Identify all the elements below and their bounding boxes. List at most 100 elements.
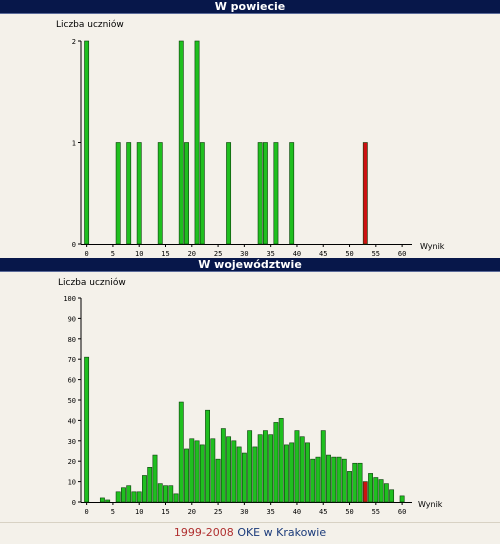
data-bar xyxy=(278,418,284,503)
data-bar xyxy=(289,442,295,503)
y-tick-label: 40 xyxy=(68,417,76,425)
data-bar xyxy=(257,142,263,245)
data-bar xyxy=(368,473,373,503)
y-tick-label: 80 xyxy=(68,336,76,344)
data-bar xyxy=(121,487,126,503)
data-bar xyxy=(257,434,263,503)
data-bar xyxy=(163,485,168,503)
y-tick-label: 2 xyxy=(72,38,76,46)
x-tick-label: 60 xyxy=(398,508,406,516)
x-tick-label: 55 xyxy=(372,508,380,516)
x-tick-label: 0 xyxy=(85,250,89,258)
data-bar xyxy=(305,442,310,503)
y-tick-label: 1 xyxy=(72,140,76,148)
data-bar xyxy=(373,477,379,503)
data-bar xyxy=(178,40,184,245)
y-tick-label: 10 xyxy=(68,479,76,487)
data-bar xyxy=(152,454,158,503)
data-bar xyxy=(389,489,395,503)
x-tick-label: 60 xyxy=(398,250,406,258)
data-bar xyxy=(252,446,258,503)
y-tick-label: 100 xyxy=(63,295,76,303)
y-axis-label: Liczba uczniów xyxy=(56,19,124,30)
x-tick-label: 5 xyxy=(111,250,115,258)
y-tick-label: 0 xyxy=(72,499,76,507)
data-bar xyxy=(320,430,326,503)
x-tick-label: 20 xyxy=(188,250,196,258)
chart-title-wojewodztwo: W województwie xyxy=(0,258,500,272)
data-bar xyxy=(210,438,216,503)
x-tick-label: 30 xyxy=(240,508,248,516)
x-tick-label: 30 xyxy=(240,250,248,258)
data-bar xyxy=(168,485,174,503)
x-tick-label: 25 xyxy=(214,508,222,516)
x-tick-label: 5 xyxy=(111,508,115,516)
data-bar xyxy=(136,491,142,503)
data-bar xyxy=(347,471,352,503)
data-bar xyxy=(378,479,384,503)
x-tick-label: 50 xyxy=(345,508,353,516)
data-bar xyxy=(157,483,163,503)
data-bar xyxy=(142,475,147,503)
y-tick-label: 20 xyxy=(68,458,76,466)
y-tick-label: 0 xyxy=(72,241,76,249)
data-bar xyxy=(194,40,200,245)
data-bar xyxy=(326,454,331,503)
data-bar xyxy=(173,493,179,503)
data-bar xyxy=(84,40,90,245)
data-bar xyxy=(262,142,268,245)
data-bar xyxy=(215,458,221,503)
data-bar xyxy=(273,422,279,503)
data-bar xyxy=(226,436,232,503)
data-bar xyxy=(189,438,195,503)
data-bar xyxy=(99,497,105,503)
data-bar xyxy=(105,499,111,503)
data-bar xyxy=(147,467,153,503)
x-axis-label: Wynik xyxy=(420,242,445,251)
data-bar xyxy=(289,142,295,245)
data-bar xyxy=(205,409,210,503)
x-tick-label: 10 xyxy=(135,508,143,516)
data-bar xyxy=(341,458,347,503)
x-tick-label: 0 xyxy=(85,508,89,516)
data-bar xyxy=(310,458,316,503)
y-tick-label: 60 xyxy=(68,377,76,385)
wojewodztwo-chart: 0 10 20 30 40 50 60 70 80 90 100 0 5 10 15 20 25 30 35 40 45… xyxy=(58,277,443,516)
footer-years: 1999-2008 xyxy=(173,526,234,539)
x-tick-label: 15 xyxy=(161,250,169,258)
data-bar xyxy=(294,430,300,503)
data-bar xyxy=(268,434,274,503)
data-bar xyxy=(299,436,305,503)
x-axis-label: Wynik xyxy=(418,500,443,509)
data-bar xyxy=(178,401,184,503)
y-tick-label: 90 xyxy=(68,315,76,323)
data-bar xyxy=(383,483,389,503)
data-bar xyxy=(247,430,253,503)
data-bar xyxy=(115,491,121,503)
x-tick-label: 55 xyxy=(372,250,380,258)
y-axis-label: Liczba uczniów xyxy=(58,277,126,288)
data-bar xyxy=(84,356,90,503)
x-tick-label: 40 xyxy=(293,250,301,258)
x-tick-label: 35 xyxy=(266,250,274,258)
data-bar xyxy=(136,142,142,245)
data-bar xyxy=(352,462,358,503)
data-bar xyxy=(220,428,226,503)
data-bar xyxy=(315,456,321,503)
x-tick-label: 25 xyxy=(214,250,222,258)
y-tick-label: 50 xyxy=(68,397,76,405)
footer-org-link[interactable]: OKE w Krakowie xyxy=(237,526,327,539)
data-bar xyxy=(184,142,189,245)
footer: 1999-2008 OKE w Krakowie xyxy=(0,522,500,544)
data-bar xyxy=(131,491,137,503)
data-bar xyxy=(115,142,121,245)
data-bar xyxy=(226,142,232,245)
data-bar xyxy=(284,444,289,503)
data-bar xyxy=(273,142,279,245)
x-tick-label: 20 xyxy=(188,508,196,516)
data-bar xyxy=(184,448,189,503)
data-bar xyxy=(231,440,237,503)
y-tick-label: 70 xyxy=(68,356,76,364)
data-bar xyxy=(126,485,132,503)
